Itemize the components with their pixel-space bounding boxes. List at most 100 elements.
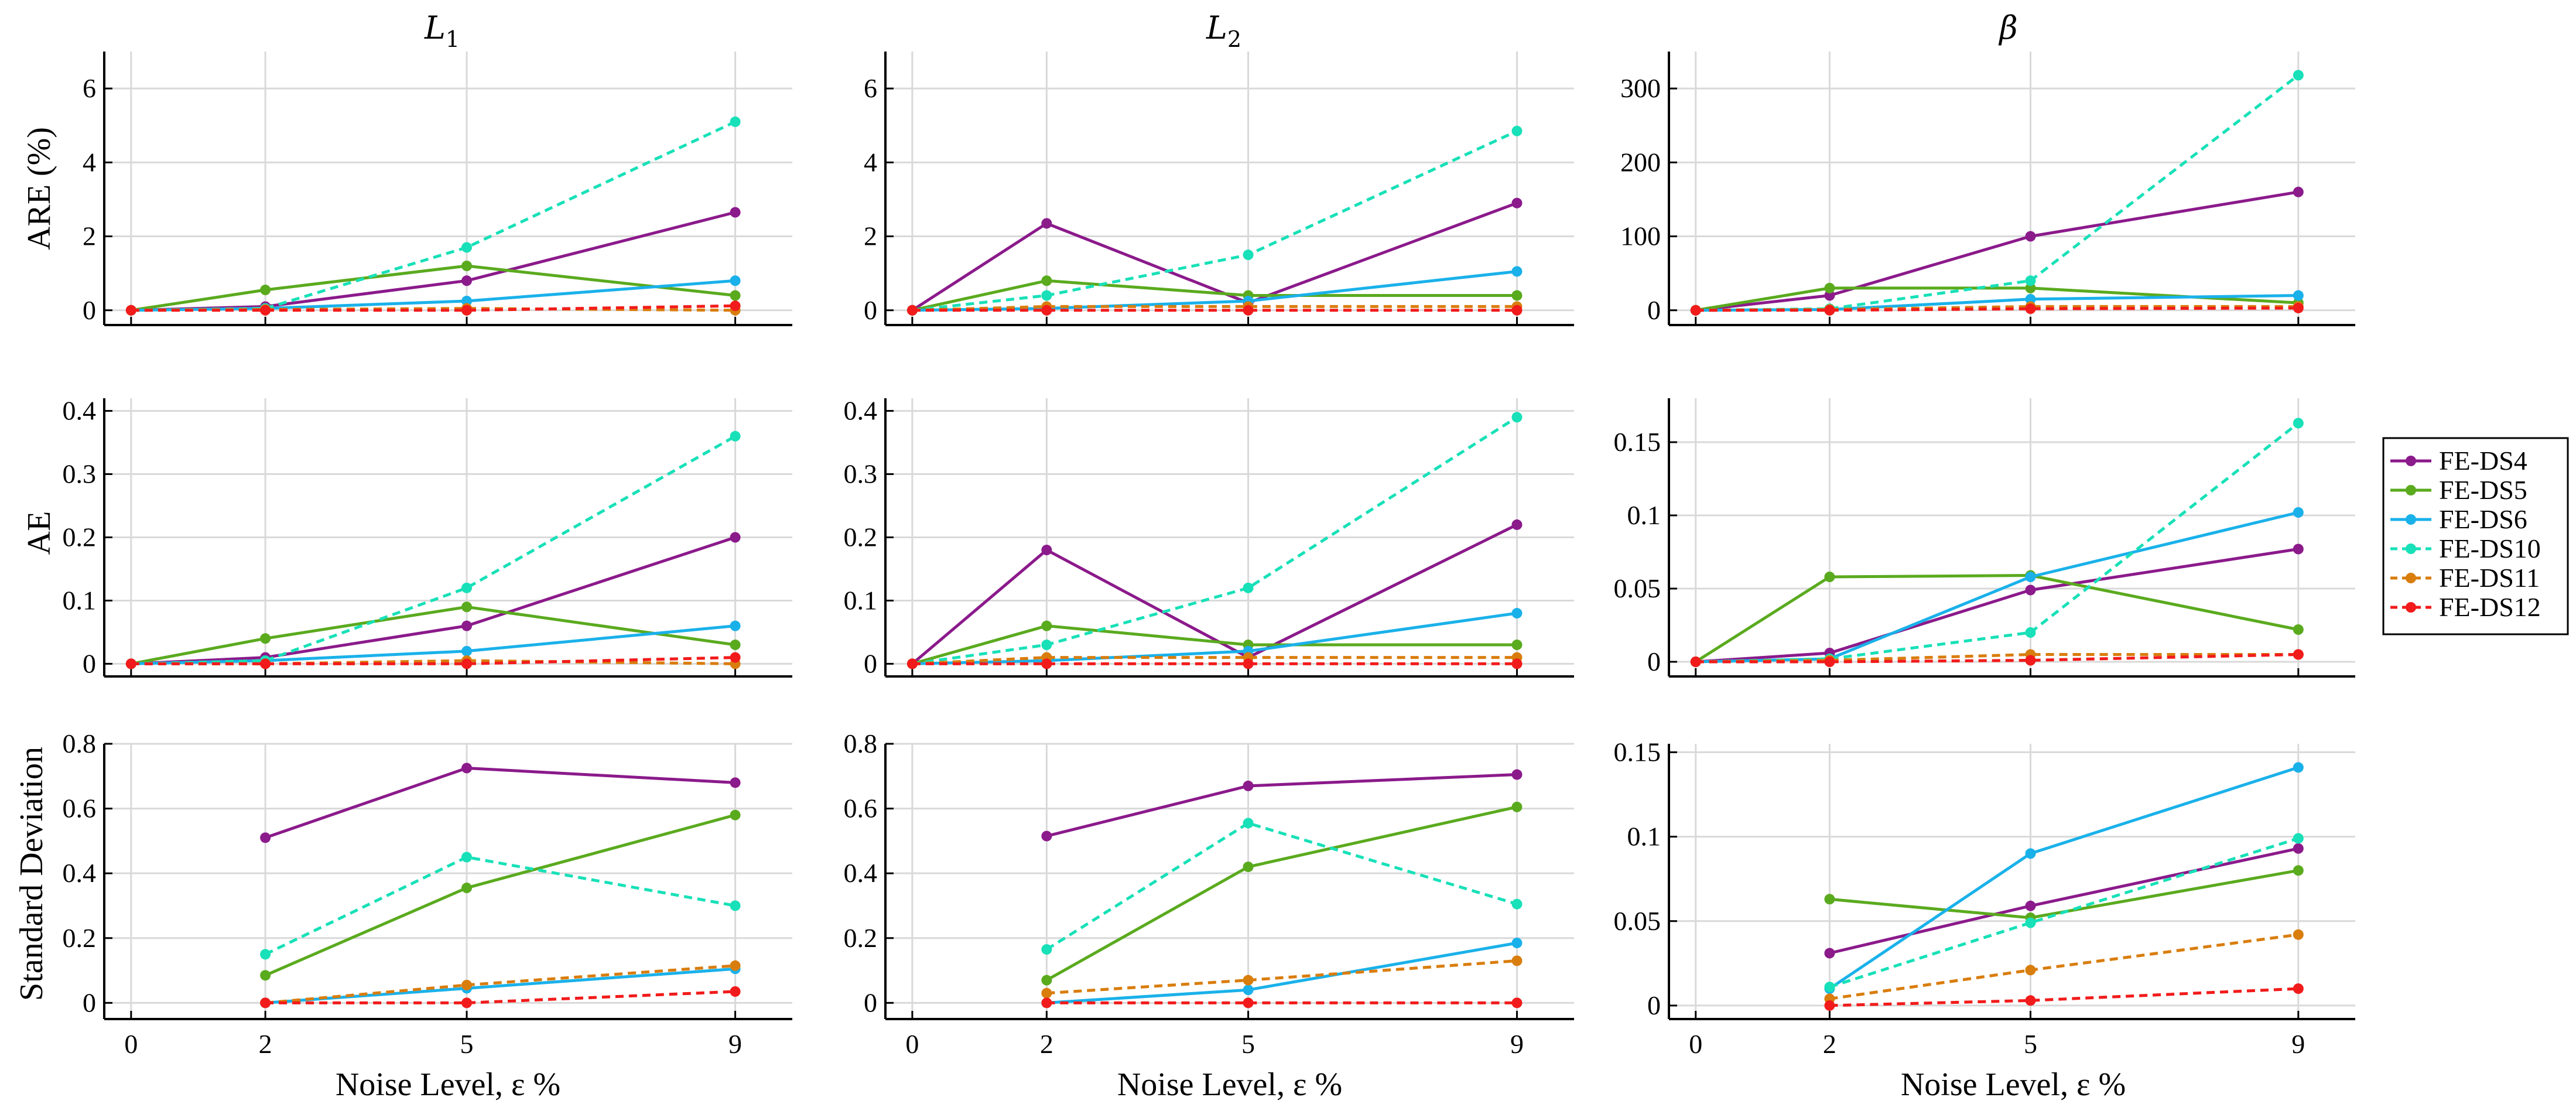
panel-r1-c2: 0 0.05 0.1 0.15 <box>1614 398 2355 678</box>
data-point-fe-ds5 <box>461 261 473 272</box>
ytick-label: 0.05 <box>1614 906 1661 936</box>
data-point-fe-ds10 <box>730 430 741 442</box>
legend-marker <box>2406 514 2416 525</box>
data-point-fe-ds5 <box>461 883 473 894</box>
series-line-fe-ds4 <box>911 523 1518 665</box>
data-point-fe-ds12 <box>461 658 473 669</box>
data-point-fe-ds12 <box>730 652 741 663</box>
xtick-label: 0 <box>905 1029 919 1059</box>
data-point-fe-ds12 <box>461 997 473 1009</box>
xtick-label: 5 <box>1241 1029 1255 1059</box>
data-point-fe-ds12 <box>1511 997 1523 1009</box>
data-point-fe-ds4 <box>1824 948 1835 959</box>
data-point-fe-ds4 <box>461 763 473 774</box>
data-point-fe-ds12 <box>260 305 271 316</box>
xtick-label: 0 <box>124 1029 138 1059</box>
data-point-fe-ds10 <box>2025 275 2036 286</box>
series-line-fe-ds10 <box>131 120 736 312</box>
ytick-label: 0.2 <box>63 923 97 953</box>
legend-item-fe-ds5: FE-DS5 <box>2390 475 2527 505</box>
ytick-label: 4 <box>864 147 877 177</box>
legend-label: FE-DS10 <box>2439 534 2541 563</box>
series-line-fe-ds6 <box>1046 941 1517 1004</box>
data-point-fe-ds12 <box>2293 302 2304 313</box>
data-point-fe-ds12 <box>1824 1000 1835 1011</box>
data-point-fe-ds10 <box>1243 582 1254 593</box>
data-point-fe-ds5 <box>1511 801 1523 812</box>
data-point-fe-ds6 <box>1511 266 1523 277</box>
series-line-fe-ds6 <box>1695 294 2298 312</box>
column-title-l1: L1 <box>424 9 460 52</box>
data-point-fe-ds12 <box>260 997 271 1009</box>
series-line-fe-ds4 <box>1695 190 2299 312</box>
series-line-fe-ds10 <box>265 856 736 956</box>
panel-r1-c1: 0 0.1 0.2 0.3 0.4 <box>844 396 1574 678</box>
data-point-fe-ds4 <box>1041 830 1052 842</box>
data-point-fe-ds4 <box>1243 780 1254 791</box>
data-point-fe-ds4 <box>2293 186 2304 197</box>
data-point-fe-ds12 <box>1243 305 1254 316</box>
ytick-label: 0.4 <box>844 858 878 888</box>
ytick-label: 0.1 <box>63 585 97 615</box>
data-point-fe-ds11 <box>1511 955 1523 966</box>
data-point-fe-ds5 <box>1243 862 1254 873</box>
panel-r0-c0: 0 2 4 6 <box>83 52 792 326</box>
ytick-label: 0.15 <box>1614 737 1661 767</box>
data-point-fe-ds4 <box>2293 843 2304 854</box>
series-line-fe-ds4 <box>1046 773 1517 838</box>
xtick-label: 9 <box>2291 1029 2305 1059</box>
legend-label: FE-DS6 <box>2439 504 2527 534</box>
series-line-fe-ds10 <box>1695 74 2300 312</box>
data-point-fe-ds5 <box>730 290 741 301</box>
series-line-fe-ds11 <box>265 964 735 1004</box>
series-line-fe-ds6 <box>912 611 1517 665</box>
data-point-fe-ds5 <box>1824 894 1835 905</box>
data-point-fe-ds10 <box>730 900 741 911</box>
series-line-fe-ds6 <box>131 624 735 665</box>
data-point-fe-ds10 <box>2293 833 2304 844</box>
data-point-fe-ds12 <box>730 300 741 312</box>
data-point-fe-ds6 <box>461 295 473 306</box>
data-point-fe-ds5 <box>1511 290 1523 301</box>
series-line-fe-ds11 <box>1829 933 2299 1000</box>
data-point-fe-ds4 <box>461 275 473 286</box>
data-point-fe-ds4 <box>260 832 271 843</box>
data-point-fe-ds12 <box>1511 305 1523 316</box>
series-line-fe-ds11 <box>1695 305 2298 312</box>
ytick-label: 0.1 <box>1627 500 1661 530</box>
data-point-fe-ds12 <box>125 658 136 669</box>
ytick-label: 0 <box>864 648 877 678</box>
panel-r2-c2: 0 0.05 0.1 0.15 0 2 5 9 <box>1614 737 2355 1059</box>
ytick-label: 0 <box>83 648 96 678</box>
ytick-label: 0.2 <box>63 522 97 552</box>
ytick-label: 0.2 <box>844 522 878 552</box>
data-point-fe-ds4 <box>730 207 741 218</box>
column-title-beta: β <box>1998 9 2017 46</box>
data-point-fe-ds10 <box>260 949 271 960</box>
panel-r0-c1: 0 2 4 6 <box>864 52 1574 326</box>
data-point-fe-ds11 <box>2293 929 2304 940</box>
legend-label: FE-DS5 <box>2439 475 2527 505</box>
data-point-fe-ds5 <box>1824 572 1835 582</box>
data-point-fe-ds12 <box>2293 983 2304 994</box>
ytick-label: 0.05 <box>1614 573 1661 603</box>
data-point-fe-ds6 <box>730 620 741 631</box>
ytick-label: 0.6 <box>63 794 97 823</box>
xlabel-col0: Noise Level, ε % <box>336 1066 560 1103</box>
series-line-fe-ds5 <box>1695 574 2299 664</box>
data-point-fe-ds11 <box>1041 987 1052 999</box>
series-line-fe-ds10 <box>912 416 1518 665</box>
ytick-label: 100 <box>1620 221 1661 251</box>
data-point-fe-ds4 <box>1041 545 1052 556</box>
xtick-label: 0 <box>1689 1029 1702 1059</box>
data-point-fe-ds4 <box>1511 769 1523 780</box>
series-line-fe-ds4 <box>1829 847 2299 955</box>
data-point-fe-ds5 <box>730 809 741 821</box>
series-line-fe-ds5 <box>912 279 1517 312</box>
series-line-fe-ds5 <box>912 624 1517 665</box>
data-point-fe-ds12 <box>1511 658 1523 669</box>
ytick-label: 0.1 <box>844 585 878 615</box>
legend-marker <box>2406 573 2416 583</box>
data-point-fe-ds10 <box>1511 898 1523 910</box>
series-line-fe-ds5 <box>1829 869 2299 919</box>
